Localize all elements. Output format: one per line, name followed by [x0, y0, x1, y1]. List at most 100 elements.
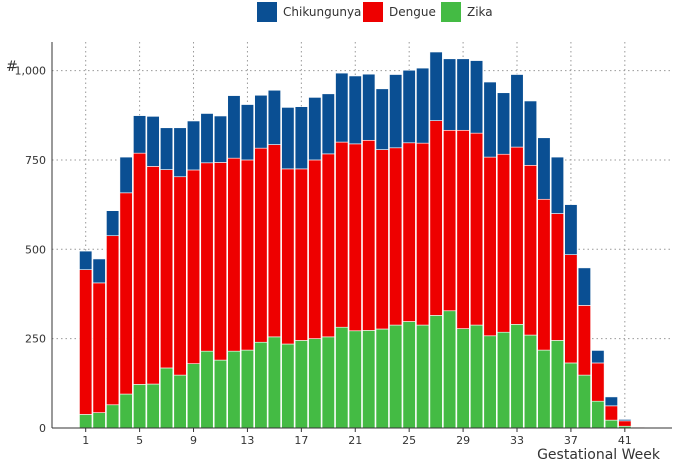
bar-zika-week-12[interactable]	[227, 350, 241, 429]
bar-dengue-week-3[interactable]	[106, 235, 120, 406]
bar-zika-week-36[interactable]	[550, 340, 564, 429]
bar-zika-week-14[interactable]	[254, 341, 268, 429]
bar-chikungunya-week-40[interactable]	[604, 396, 618, 407]
bar-chikungunya-week-3[interactable]	[106, 210, 120, 237]
bar-dengue-week-28[interactable]	[443, 129, 457, 312]
bar-chikungunya-week-10[interactable]	[200, 113, 214, 164]
bar-chikungunya-week-8[interactable]	[173, 127, 187, 178]
bar-zika-week-9[interactable]	[186, 363, 201, 429]
bar-dengue-week-25[interactable]	[402, 142, 416, 322]
bar-dengue-week-22[interactable]	[362, 139, 376, 331]
bar-zika-week-19[interactable]	[321, 336, 335, 429]
bar-chikungunya-week-4[interactable]	[119, 156, 133, 194]
bar-dengue-week-33[interactable]	[510, 146, 524, 325]
bar-dengue-week-37[interactable]	[564, 254, 578, 364]
bar-chikungunya-week-15[interactable]	[267, 89, 281, 145]
bar-zika-week-24[interactable]	[389, 324, 403, 429]
bar-dengue-week-34[interactable]	[523, 165, 538, 336]
bar-zika-week-37[interactable]	[564, 362, 578, 429]
bar-zika-week-7[interactable]	[160, 367, 174, 429]
bar-dengue-week-10[interactable]	[200, 162, 214, 352]
bar-chikungunya-week-31[interactable]	[483, 81, 497, 158]
bar-zika-week-2[interactable]	[92, 412, 106, 429]
bar-chikungunya-week-1[interactable]	[79, 250, 93, 270]
bar-zika-week-38[interactable]	[577, 374, 591, 429]
bar-zika-week-34[interactable]	[523, 334, 538, 429]
bar-chikungunya-week-26[interactable]	[416, 67, 430, 144]
bar-dengue-week-9[interactable]	[186, 169, 201, 364]
bar-chikungunya-week-22[interactable]	[362, 73, 376, 141]
bar-chikungunya-week-24[interactable]	[389, 74, 403, 149]
bar-chikungunya-week-30[interactable]	[470, 60, 484, 134]
bar-chikungunya-week-35[interactable]	[537, 137, 551, 200]
bar-zika-week-28[interactable]	[443, 310, 457, 429]
bar-dengue-week-7[interactable]	[160, 169, 174, 369]
bar-zika-week-26[interactable]	[416, 324, 430, 429]
bar-dengue-week-16[interactable]	[281, 168, 295, 345]
bar-dengue-week-35[interactable]	[537, 198, 551, 351]
bar-dengue-week-36[interactable]	[550, 213, 564, 341]
bar-chikungunya-week-33[interactable]	[510, 74, 524, 148]
bar-zika-week-20[interactable]	[335, 326, 349, 429]
bar-chikungunya-week-14[interactable]	[254, 94, 268, 149]
bar-dengue-week-23[interactable]	[375, 149, 389, 330]
bar-dengue-week-2[interactable]	[92, 282, 106, 413]
bar-chikungunya-week-34[interactable]	[523, 100, 538, 166]
bar-dengue-week-39[interactable]	[591, 362, 605, 402]
bar-dengue-week-26[interactable]	[416, 142, 430, 326]
bar-dengue-week-6[interactable]	[146, 166, 160, 385]
bar-chikungunya-week-12[interactable]	[227, 95, 241, 159]
bar-chikungunya-week-19[interactable]	[321, 93, 335, 155]
bar-dengue-week-8[interactable]	[173, 176, 187, 376]
legend-item-zika[interactable]: Zika	[441, 1, 493, 23]
bar-zika-week-16[interactable]	[281, 343, 295, 429]
bar-chikungunya-week-11[interactable]	[213, 115, 228, 163]
bar-zika-week-40[interactable]	[604, 419, 618, 429]
bar-zika-week-6[interactable]	[146, 383, 160, 429]
bar-chikungunya-week-7[interactable]	[160, 127, 174, 170]
bar-chikungunya-week-38[interactable]	[577, 267, 591, 306]
bar-dengue-week-38[interactable]	[577, 305, 591, 376]
bar-dengue-week-21[interactable]	[348, 143, 362, 332]
bar-chikungunya-week-25[interactable]	[402, 69, 416, 144]
bar-chikungunya-week-2[interactable]	[92, 258, 106, 284]
bar-dengue-week-20[interactable]	[335, 141, 349, 328]
bar-dengue-week-30[interactable]	[470, 132, 484, 326]
bar-chikungunya-week-20[interactable]	[335, 72, 349, 143]
bar-zika-week-15[interactable]	[267, 336, 281, 429]
bar-chikungunya-week-17[interactable]	[294, 106, 308, 170]
bar-chikungunya-week-32[interactable]	[496, 92, 511, 155]
bar-chikungunya-week-21[interactable]	[348, 75, 362, 145]
bar-zika-week-3[interactable]	[106, 404, 120, 429]
bar-zika-week-29[interactable]	[456, 328, 470, 429]
bar-zika-week-13[interactable]	[240, 349, 254, 429]
bar-zika-week-30[interactable]	[470, 324, 484, 429]
bar-zika-week-5[interactable]	[133, 384, 147, 429]
bar-chikungunya-week-6[interactable]	[146, 116, 160, 167]
bar-chikungunya-week-13[interactable]	[240, 104, 254, 161]
bar-chikungunya-week-42[interactable]	[631, 426, 645, 428]
bar-dengue-week-27[interactable]	[429, 120, 443, 316]
bar-dengue-week-15[interactable]	[267, 144, 281, 338]
bar-dengue-week-4[interactable]	[119, 192, 133, 395]
legend-item-dengue[interactable]: Dengue	[363, 1, 436, 23]
bar-dengue-week-41[interactable]	[618, 420, 632, 427]
bar-dengue-week-12[interactable]	[227, 157, 241, 352]
bar-dengue-week-13[interactable]	[240, 159, 254, 351]
bar-zika-week-31[interactable]	[483, 335, 497, 429]
bar-chikungunya-week-29[interactable]	[456, 58, 470, 131]
bar-zika-week-22[interactable]	[362, 330, 376, 429]
bar-dengue-week-19[interactable]	[321, 153, 335, 338]
bar-dengue-week-32[interactable]	[496, 153, 511, 333]
bar-zika-week-33[interactable]	[510, 324, 524, 429]
bar-chikungunya-week-41[interactable]	[618, 419, 632, 422]
bar-zika-week-35[interactable]	[537, 349, 551, 429]
bar-dengue-week-14[interactable]	[254, 147, 268, 343]
bar-dengue-week-1[interactable]	[79, 269, 93, 415]
bar-chikungunya-week-5[interactable]	[133, 115, 147, 154]
bar-chikungunya-week-27[interactable]	[429, 51, 443, 121]
bar-chikungunya-week-37[interactable]	[564, 204, 578, 255]
bar-zika-week-11[interactable]	[213, 359, 228, 429]
bar-dengue-week-5[interactable]	[133, 152, 147, 385]
bar-zika-week-18[interactable]	[308, 338, 322, 429]
